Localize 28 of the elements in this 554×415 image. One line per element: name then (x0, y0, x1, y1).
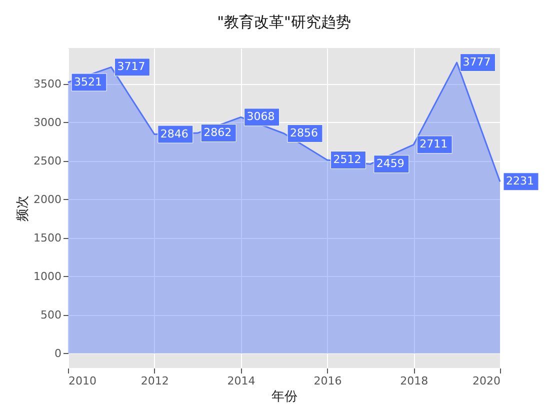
y-tick-label: 2000 (34, 192, 62, 206)
data-label: 2846 (160, 127, 188, 140)
data-label: 3777 (462, 56, 491, 69)
y-tick-label: 3000 (34, 116, 62, 129)
y-tick-label: 2500 (34, 154, 62, 168)
y-tick-label: 0 (54, 346, 62, 360)
y-axis-title: 频次 (16, 196, 31, 222)
data-label: 3717 (117, 60, 146, 74)
data-label: 2856 (290, 126, 318, 140)
data-label: 3521 (74, 75, 102, 88)
x-tick-label: 2010 (68, 374, 96, 388)
x-tick-label: 2014 (227, 374, 256, 388)
x-tick-label: 2018 (400, 374, 428, 388)
data-label: 2231 (506, 174, 534, 188)
y-tick-label: 1500 (34, 231, 62, 244)
data-label: 2512 (333, 152, 362, 166)
data-label: 2459 (376, 157, 404, 170)
x-tick-label: 2012 (140, 374, 169, 388)
y-tick-label: 500 (40, 308, 62, 322)
x-tick-label: 2016 (314, 374, 342, 388)
x-axis-title: 年份 (272, 390, 298, 404)
y-tick-label: 3500 (34, 77, 62, 90)
x-tick-label: 2020 (472, 374, 500, 388)
data-label: 3068 (246, 110, 275, 124)
data-label: 2862 (204, 126, 232, 140)
y-tick-label: 1000 (34, 270, 62, 283)
chart-title: "教育改革"研究趋势 (217, 13, 351, 31)
data-label: 2711 (420, 138, 448, 151)
